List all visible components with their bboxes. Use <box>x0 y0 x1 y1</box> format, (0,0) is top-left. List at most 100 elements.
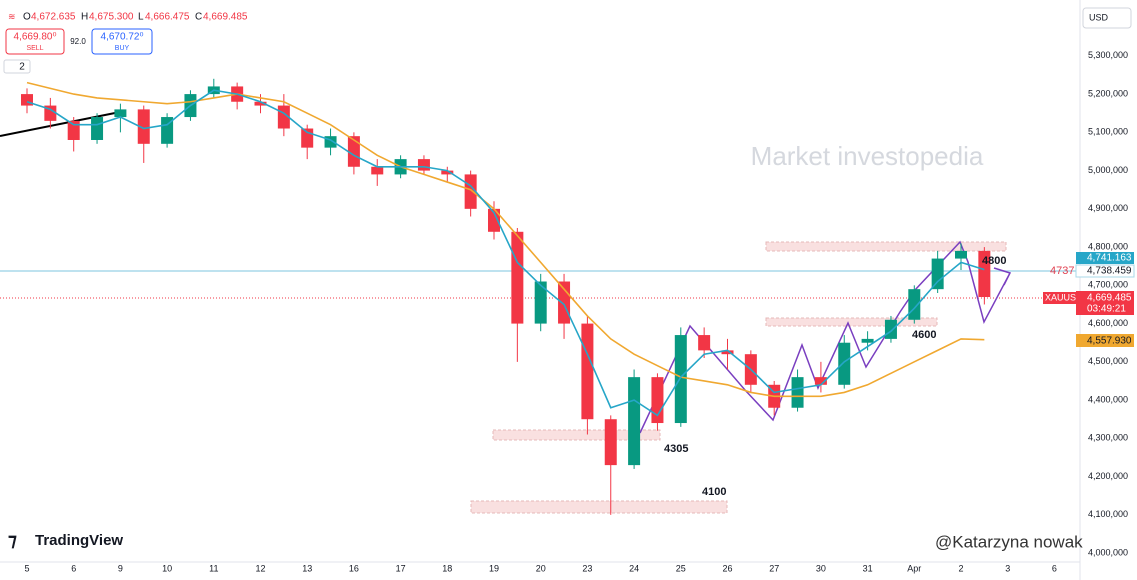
price-tag <box>1075 264 1135 278</box>
x-tick-label: 27 <box>769 563 779 573</box>
moving-average <box>26 89 985 417</box>
price-tag <box>1076 291 1134 315</box>
symbol-tag-text: XAUUSD <box>1045 292 1083 302</box>
candle-body <box>721 350 734 355</box>
price-tag <box>1076 252 1134 264</box>
watermark: Market investopedia <box>751 141 984 171</box>
trendline <box>0 112 116 137</box>
sell-button[interactable] <box>5 28 65 55</box>
candle-body <box>861 338 874 343</box>
symbol-icon: ≋ <box>8 11 16 21</box>
candle-body <box>347 136 360 167</box>
buy-label[interactable]: BUY <box>115 45 130 52</box>
buy-price[interactable]: 4,670.72⁰ <box>101 32 144 43</box>
symbol-tag <box>1043 292 1079 304</box>
x-tick-label: 13 <box>302 563 312 573</box>
ohlc-value: 4,672.635 <box>31 12 76 23</box>
x-tick-label: 9 <box>118 563 123 573</box>
price-tag <box>1076 334 1134 347</box>
candle-body <box>674 335 687 424</box>
y-tick-label: 4,300,000 <box>1088 433 1128 443</box>
candle-body <box>791 377 804 408</box>
currency-select[interactable] <box>1082 7 1132 29</box>
candle-body <box>91 117 104 140</box>
x-tick-label: 18 <box>442 563 452 573</box>
annotation: 4100 <box>702 486 726 498</box>
candle-body <box>44 105 57 121</box>
ohlc-key: C <box>195 12 202 23</box>
candle-body <box>978 250 991 298</box>
moving-average <box>26 81 985 398</box>
candle-body <box>581 323 594 420</box>
price-tag-text: 4,557.930 <box>1087 336 1132 347</box>
y-tick-label: 5,100,000 <box>1088 127 1128 137</box>
buy-button[interactable] <box>91 28 153 55</box>
candle-body <box>441 170 454 175</box>
candle-body <box>114 109 127 118</box>
countdown: 03:49:21 <box>1087 304 1126 315</box>
x-tick-label: Apr <box>907 563 921 573</box>
candle-body <box>137 109 150 144</box>
brand-logo: ⁊ <box>8 530 17 550</box>
indicator-toggle[interactable] <box>3 59 31 74</box>
y-tick-label: 4,100,000 <box>1088 509 1128 519</box>
candle-body <box>698 335 711 351</box>
ohlc-key: L <box>138 12 144 23</box>
x-tick-label: 26 <box>722 563 732 573</box>
y-tick-label: 5,300,000 <box>1088 50 1128 60</box>
indicator-count[interactable]: 2 <box>19 62 25 73</box>
x-tick-label: 12 <box>255 563 265 573</box>
y-tick-label: 4,000,000 <box>1088 547 1128 557</box>
x-tick-label: 16 <box>349 563 359 573</box>
candle-body <box>814 377 827 385</box>
x-tick-label: 20 <box>536 563 546 573</box>
annotation: 4800 <box>982 255 1006 267</box>
candle-body <box>488 208 500 232</box>
x-tick-label: 10 <box>162 563 172 573</box>
zone <box>492 429 661 441</box>
y-tick-label: 4,500,000 <box>1088 356 1128 366</box>
candle-body <box>838 342 851 385</box>
credit: @Katarzyna nowak <box>935 532 1083 551</box>
x-tick-label: 25 <box>676 563 686 573</box>
price-tag-text: 4,669.485 <box>1087 293 1132 304</box>
y-tick-label: 4,700,000 <box>1088 280 1128 290</box>
candle-body <box>884 319 897 339</box>
candle-body <box>417 159 430 171</box>
sell-price[interactable]: 4,669.80⁰ <box>14 32 57 43</box>
x-tick-label: 11 <box>209 563 218 573</box>
candle-body <box>931 258 944 290</box>
candle-body <box>511 231 524 324</box>
x-tick-label: 23 <box>582 563 592 573</box>
x-tick-label: 17 <box>396 563 406 573</box>
annotation: 4305 <box>664 443 688 455</box>
ohlc-value: 4,675.300 <box>89 12 134 23</box>
annotation: 4737 <box>1050 265 1074 277</box>
candle-body <box>628 377 641 466</box>
currency[interactable]: USD <box>1089 12 1109 22</box>
price-tag-text: 4,741.163 <box>1087 253 1132 264</box>
candle-body <box>604 419 617 466</box>
x-tick-label: 19 <box>489 563 499 573</box>
brand: TradingView <box>35 532 123 549</box>
x-tick-label: 3 <box>1005 563 1010 573</box>
zone <box>470 500 728 514</box>
x-tick-label: 5 <box>24 563 29 573</box>
x-tick-label: 6 <box>1052 563 1057 573</box>
candle-body <box>955 250 967 259</box>
projection-zigzag <box>639 240 1012 434</box>
candle-body <box>161 117 174 144</box>
y-tick-label: 5,200,000 <box>1088 88 1128 98</box>
ohlc-value: 4,666.475 <box>145 12 190 23</box>
x-tick-label: 30 <box>816 563 826 573</box>
price-tag-text: 4,738.459 <box>1087 266 1132 277</box>
candle-body <box>558 281 571 324</box>
spread: 92.0 <box>70 37 86 46</box>
candle-body <box>371 166 384 175</box>
x-tick-label: 2 <box>958 563 963 573</box>
x-tick-label: 6 <box>71 563 76 573</box>
sell-label[interactable]: SELL <box>26 45 43 52</box>
candle-body <box>254 101 267 106</box>
y-tick-label: 4,600,000 <box>1088 318 1128 328</box>
